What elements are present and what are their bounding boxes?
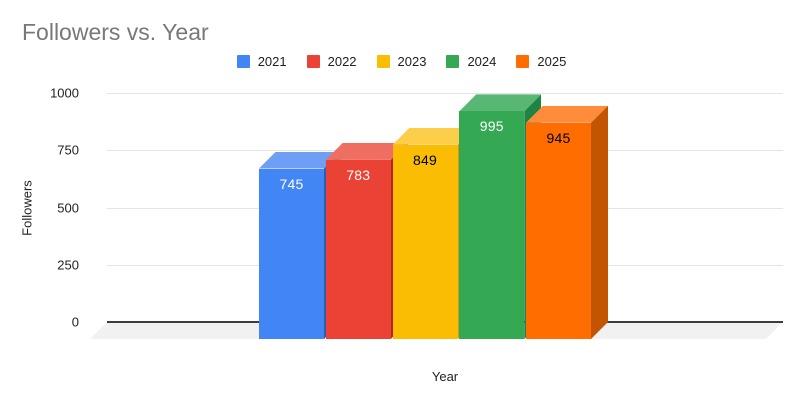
legend-swatch-2025 <box>516 55 530 68</box>
bar-front-face <box>259 168 324 339</box>
y-tick-label-750: 750 <box>57 142 79 158</box>
legend-label: 2024 <box>467 54 497 69</box>
chart-title: Followers vs. Year <box>22 19 209 45</box>
y-tick-label-1000: 1000 <box>50 85 79 101</box>
legend-item-2024[interactable]: 2024 <box>446 54 496 69</box>
bar-top-face <box>459 94 542 112</box>
bar-top-face <box>392 127 475 145</box>
legend-swatch-2023 <box>376 55 390 68</box>
bar-top-face <box>325 142 408 160</box>
gridline-1000 <box>107 93 783 95</box>
legend-label: 2023 <box>397 54 427 69</box>
legend-item-2025[interactable]: 2025 <box>516 54 566 69</box>
x-axis-title: Year <box>431 369 459 384</box>
bar-front-face <box>526 122 591 339</box>
legend: 2021 2022 2023 2024 2025 <box>0 54 803 69</box>
bar-value-label: 945 <box>546 129 571 146</box>
bar-value-label: 783 <box>346 166 371 183</box>
legend-label: 2025 <box>537 54 567 69</box>
y-axis-title: Followers <box>19 180 35 236</box>
bar-value-label: 849 <box>413 151 437 168</box>
bar-front-face <box>325 159 391 339</box>
bar-top-face <box>259 151 341 169</box>
legend-swatch-2021 <box>236 55 250 68</box>
bar-top-face <box>526 105 608 123</box>
y-tick-label-250: 250 <box>57 257 79 273</box>
y-tick-label-0: 0 <box>71 314 79 330</box>
legend-item-2021[interactable]: 2021 <box>236 54 287 69</box>
legend-swatch-2022 <box>306 55 320 68</box>
legend-item-2023[interactable]: 2023 <box>376 54 427 69</box>
legend-label: 2021 <box>257 54 287 69</box>
bar-2025[interactable]: 945 <box>526 105 608 339</box>
y-tick-label-500: 500 <box>57 200 79 216</box>
bar-side-face <box>591 105 608 339</box>
legend-swatch-2024 <box>446 55 460 68</box>
bar-value-label: 745 <box>279 175 304 192</box>
legend-label: 2022 <box>327 54 357 69</box>
bar-front-face <box>392 144 458 339</box>
legend-item-2022[interactable]: 2022 <box>306 54 357 69</box>
bar-value-label: 995 <box>479 118 504 135</box>
bar-front-face <box>459 111 525 339</box>
